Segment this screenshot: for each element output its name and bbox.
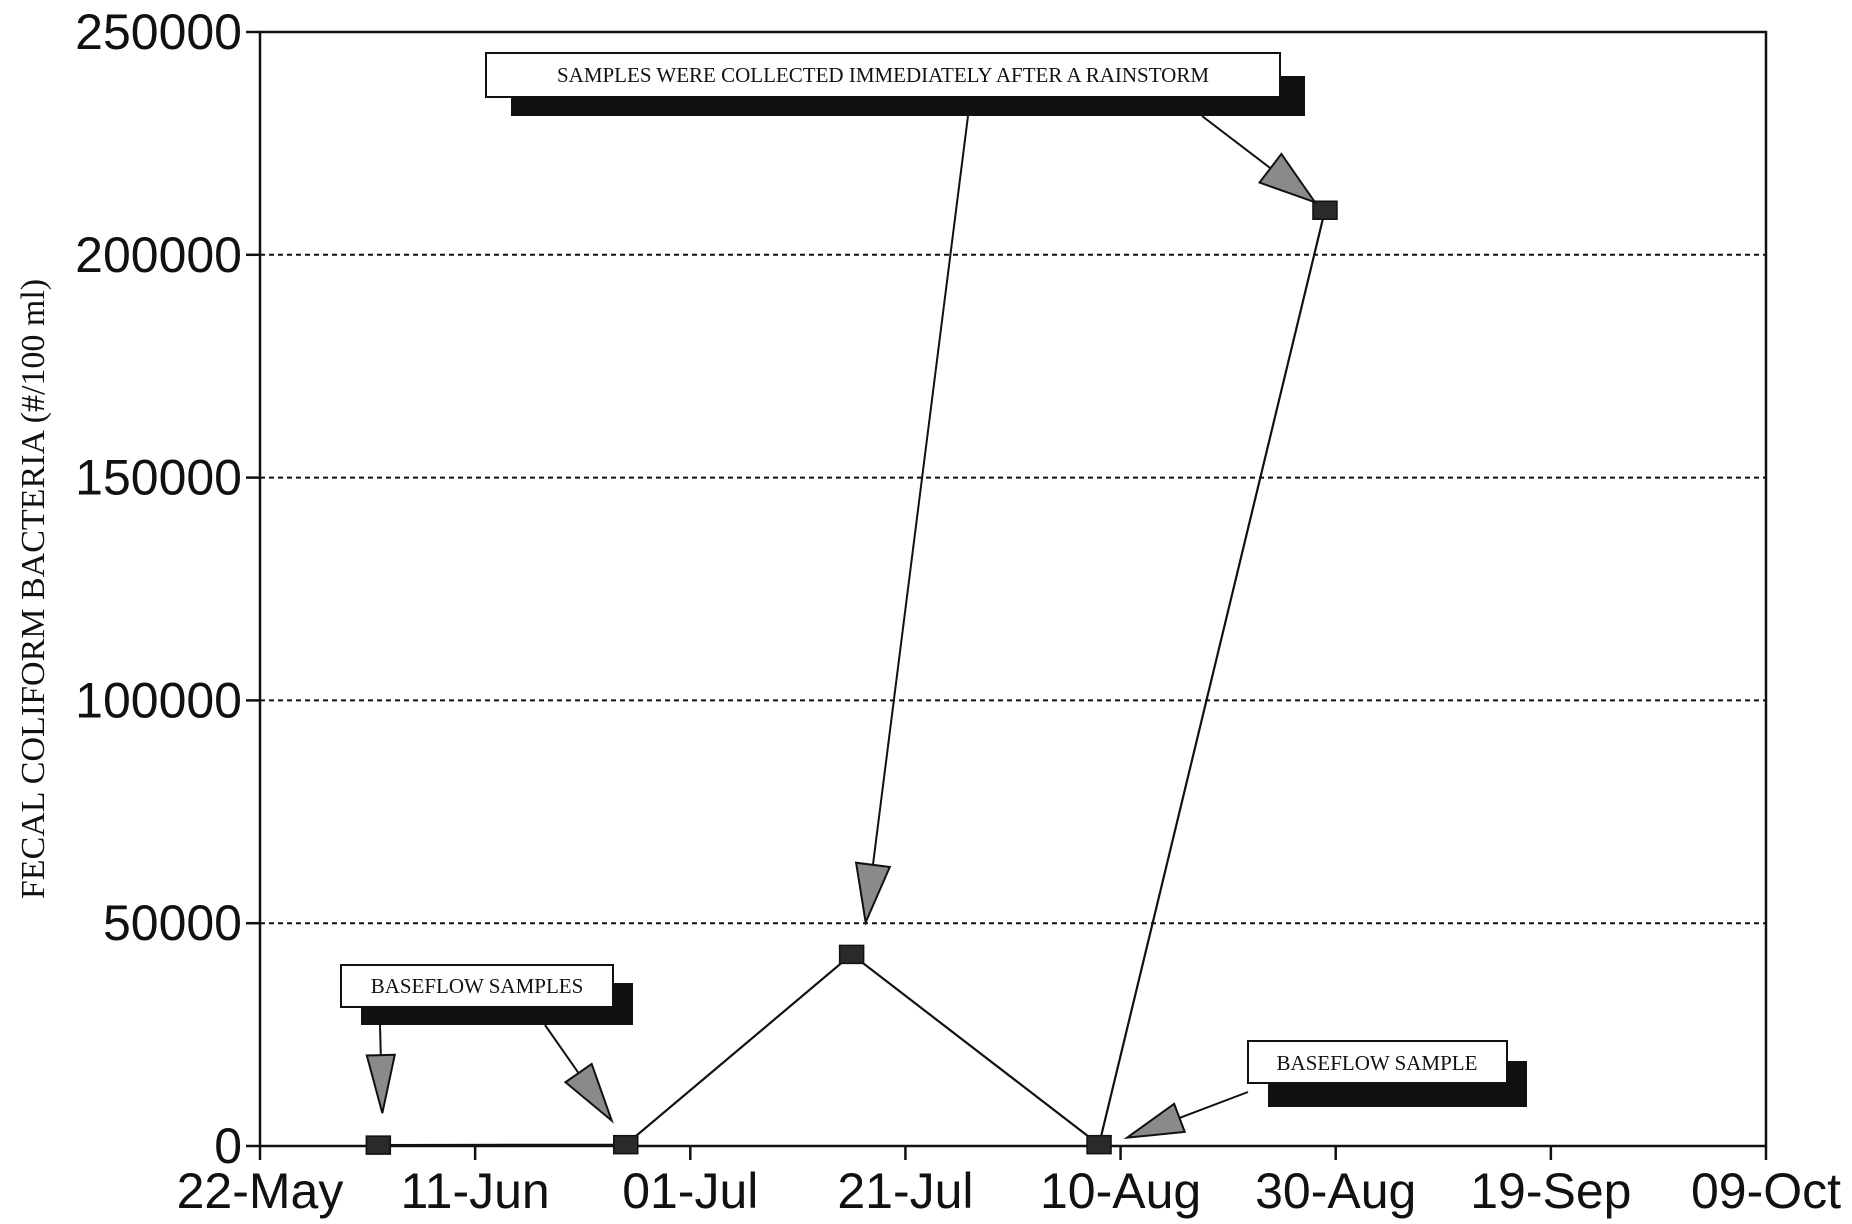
- callout-arrow-line: [1201, 115, 1272, 170]
- y-tick-label: 0: [214, 1118, 242, 1174]
- callout-arrow-line: [379, 1024, 382, 1056]
- x-axis-ticks: 22-May 11-Jun 01-Jul 21-Jul 10-Aug 30-Aug 19-S…: [177, 1146, 1841, 1219]
- x-tick-label: 21-Jul: [837, 1163, 973, 1219]
- callout-arrowhead: [365, 1053, 397, 1114]
- y-axis-label: FECAL COLIFORM BACTERIA (#/100 ml): [15, 279, 52, 899]
- x-tick-label: 30-Aug: [1255, 1163, 1416, 1219]
- annotations: SAMPLES WERE COLLECTED IMMEDIATELY AFTER…: [340, 52, 1527, 1140]
- callout-arrowhead: [1257, 152, 1318, 205]
- callout-arrow-line: [871, 115, 969, 865]
- callout-arrow-line: [544, 1024, 580, 1074]
- grid-lines: [260, 253, 1766, 925]
- y-tick-label: 50000: [103, 895, 242, 951]
- data-point: [1312, 200, 1338, 220]
- callout-box-baseflow-sample: [1247, 1040, 1508, 1084]
- plot-frame: [258, 30, 1768, 1148]
- data-point: [365, 1135, 392, 1155]
- callout-arrowhead: [563, 1062, 614, 1124]
- y-tick-label: 150000: [75, 450, 242, 506]
- callout-box-baseflow-samples: [340, 964, 614, 1008]
- data-point: [612, 1134, 639, 1155]
- callout-text-rainstorm: SAMPLES WERE COLLECTED IMMEDIATELY AFTER…: [557, 63, 1209, 87]
- x-tick-label: 19-Sep: [1470, 1163, 1631, 1219]
- callout-arrow-line: [1179, 1091, 1249, 1119]
- callout-text-baseflow-samples: BASEFLOW SAMPLES: [371, 974, 584, 998]
- callout-arrowhead: [854, 861, 892, 926]
- x-tick-label: 01-Jul: [622, 1163, 758, 1219]
- x-tick-label: 22-May: [177, 1163, 344, 1219]
- data-point: [838, 944, 865, 965]
- y-tick-label: 250000: [75, 4, 242, 60]
- x-tick-label: 10-Aug: [1040, 1163, 1201, 1219]
- data-series: [365, 200, 1338, 1155]
- callout-arrows: [365, 115, 1318, 1140]
- callout-box-rainstorm: [485, 52, 1281, 98]
- x-tick-label: 11-Jun: [401, 1163, 550, 1219]
- x-tick-label: 09-Oct: [1691, 1163, 1841, 1219]
- callout-arrowhead: [1123, 1102, 1187, 1140]
- y-tick-label: 100000: [75, 672, 242, 728]
- data-point: [1086, 1134, 1112, 1155]
- y-tick-label: 200000: [75, 227, 242, 283]
- y-axis-ticks: 0 50000 100000 150000 200000 250000: [75, 4, 260, 1174]
- callout-text-baseflow-sample: BASEFLOW SAMPLE: [1277, 1051, 1478, 1075]
